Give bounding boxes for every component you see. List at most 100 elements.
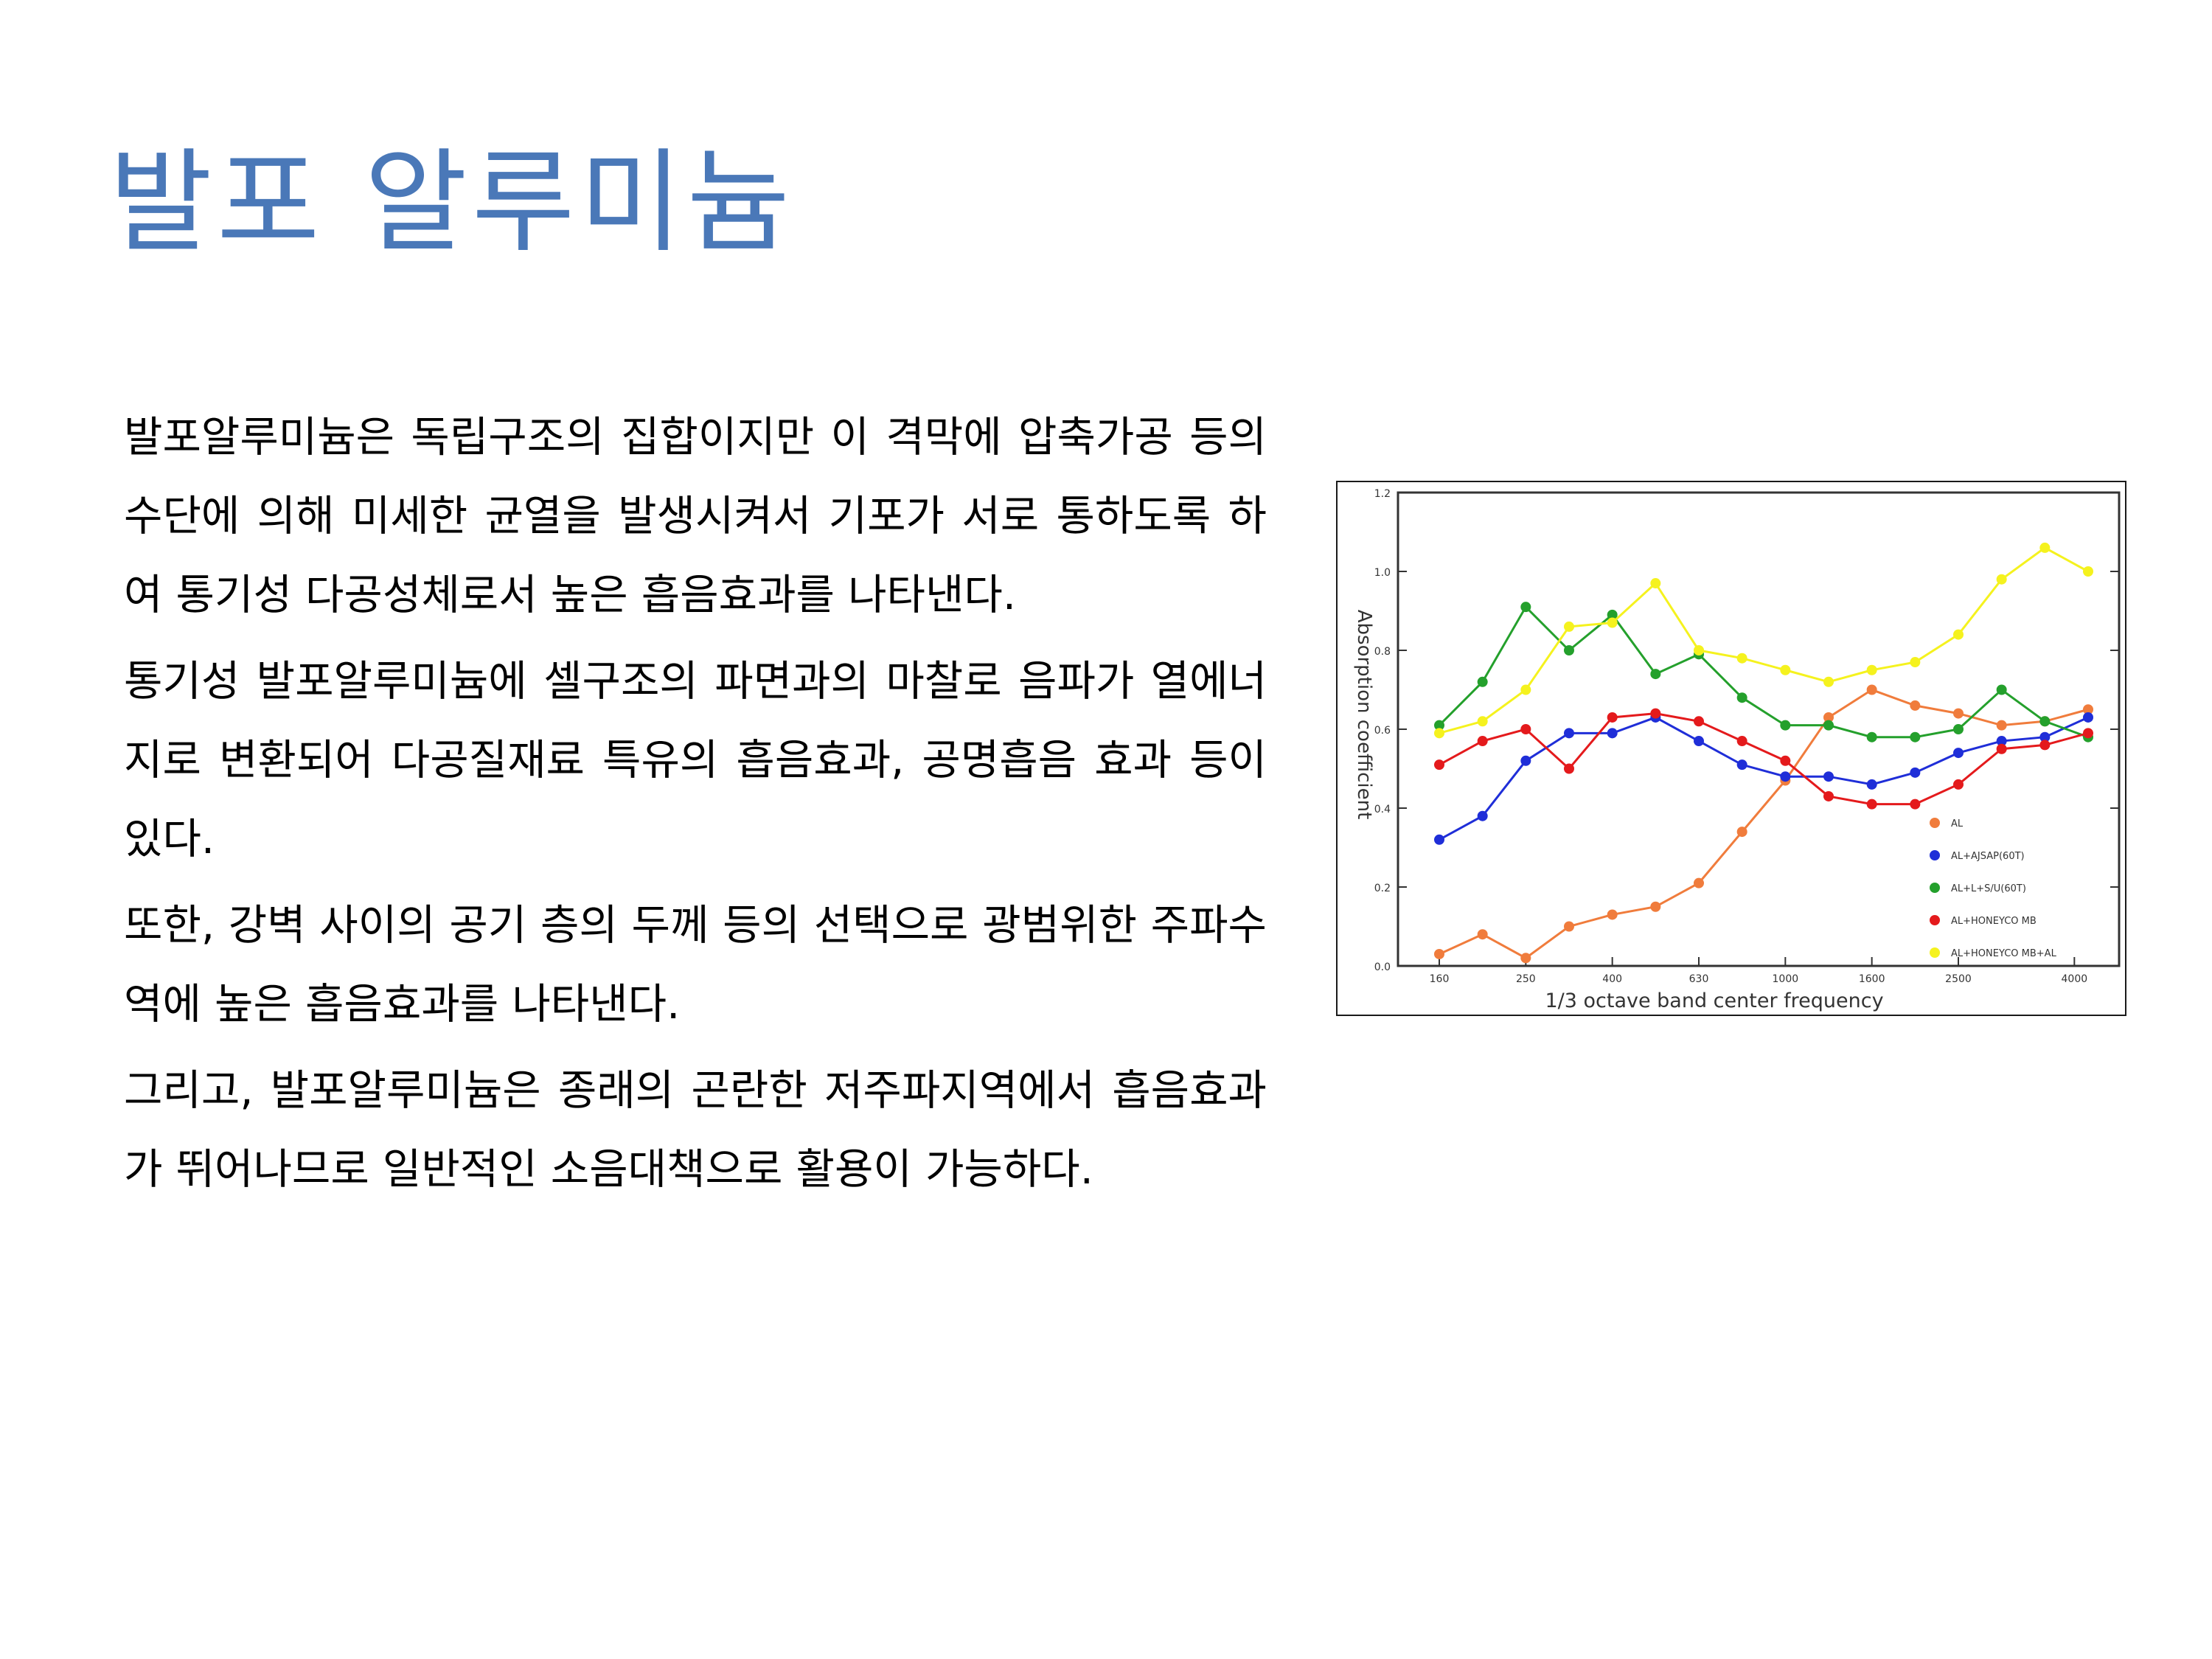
absorption-chart-figure: 0.0 0.2 0.4 0.6 0.8 1.0 1.2 160 250 400 630 1000 160… bbox=[1336, 481, 2126, 1016]
x-tick-label: 4000 bbox=[2062, 973, 2088, 985]
data-point bbox=[1823, 790, 1834, 801]
data-point bbox=[1477, 676, 1488, 687]
data-point bbox=[1866, 799, 1877, 810]
data-point bbox=[1736, 759, 1747, 771]
data-point bbox=[1564, 728, 1574, 739]
data-point bbox=[1996, 574, 2007, 585]
legend-label: AL+AJSAP(60T) bbox=[1951, 851, 2025, 862]
data-point bbox=[1520, 724, 1531, 734]
data-point bbox=[1953, 724, 1964, 734]
y-tick-label: 0.2 bbox=[1374, 883, 1391, 894]
x-tick-label: 1000 bbox=[1773, 973, 1799, 985]
data-point bbox=[1434, 948, 1444, 959]
data-point bbox=[1953, 629, 1964, 640]
data-point bbox=[1736, 736, 1747, 747]
data-point bbox=[1953, 708, 1964, 719]
data-point bbox=[2039, 731, 2051, 742]
data-point bbox=[2039, 542, 2051, 553]
data-point bbox=[1823, 771, 1834, 782]
data-point bbox=[1780, 720, 1791, 731]
data-point bbox=[1910, 657, 1921, 668]
x-tick-label: 160 bbox=[1430, 973, 1450, 985]
data-point bbox=[1564, 621, 1574, 632]
x-tick-label: 2500 bbox=[1945, 973, 1972, 985]
y-tick-label: 0.0 bbox=[1374, 961, 1391, 973]
data-point bbox=[1520, 953, 1531, 964]
y-tick-label: 0.8 bbox=[1374, 646, 1391, 658]
data-point bbox=[1607, 617, 1618, 628]
legend-label: AL+HONEYCO MB bbox=[1951, 916, 2037, 927]
page-title: 발포 알루미늄 bbox=[109, 137, 795, 268]
data-point bbox=[1477, 716, 1488, 727]
data-point bbox=[1694, 716, 1704, 727]
x-axis-label: 1/3 octave band center frequency bbox=[1545, 990, 1883, 1012]
legend-marker bbox=[1930, 883, 1940, 893]
plot-frame bbox=[1397, 491, 2121, 967]
paragraph: 통기성 발포알루미늄에 셀구조의 파면과의 마찰로 음파가 열에너지로 변환되어… bbox=[124, 657, 1267, 863]
data-point bbox=[1434, 759, 1444, 771]
data-point bbox=[1694, 645, 1704, 655]
data-point bbox=[1996, 684, 2007, 695]
data-point bbox=[1866, 731, 1877, 742]
data-point bbox=[1780, 771, 1791, 782]
data-point bbox=[1910, 767, 1921, 778]
data-point bbox=[2083, 566, 2093, 577]
data-point bbox=[1434, 728, 1444, 739]
body-text: 발포알루미늄은 독립구조의 집합이지만 이 격막에 압축가공 등의 수단에 의해… bbox=[124, 398, 1267, 1217]
data-point bbox=[1650, 901, 1661, 912]
x-tick-label: 250 bbox=[1516, 973, 1536, 985]
data-point bbox=[2083, 712, 2093, 723]
data-point bbox=[1477, 929, 1488, 940]
legend-marker bbox=[1930, 850, 1940, 860]
data-point bbox=[1910, 799, 1921, 810]
series-line bbox=[1439, 712, 2089, 806]
absorption-chart: 0.0 0.2 0.4 0.6 0.8 1.0 1.2 160 250 400 630 1000 160… bbox=[1353, 488, 2121, 1012]
data-point bbox=[1607, 712, 1618, 723]
data-point bbox=[1780, 755, 1791, 766]
data-point bbox=[1910, 700, 1921, 711]
data-point bbox=[1866, 779, 1877, 790]
data-point bbox=[1823, 676, 1834, 687]
data-point bbox=[1477, 736, 1488, 747]
data-point bbox=[1520, 755, 1531, 766]
data-point bbox=[1694, 877, 1704, 888]
x-tick-label: 1600 bbox=[1859, 973, 1885, 985]
legend-label: AL+L+S/U(60T) bbox=[1951, 883, 2026, 894]
data-point bbox=[1736, 653, 1747, 664]
legend-label: AL+HONEYCO MB+AL bbox=[1951, 948, 2057, 959]
data-point bbox=[1477, 810, 1488, 821]
data-point bbox=[1780, 664, 1791, 675]
data-point bbox=[1996, 720, 2007, 731]
data-point bbox=[1607, 728, 1618, 739]
data-point bbox=[1650, 708, 1661, 719]
legend-marker bbox=[1930, 947, 1940, 958]
legend-label: AL bbox=[1951, 818, 1964, 830]
data-point bbox=[1564, 921, 1574, 932]
data-point bbox=[1650, 578, 1661, 589]
data-point bbox=[1953, 779, 1964, 790]
data-point bbox=[1607, 609, 1618, 620]
data-point bbox=[1866, 664, 1877, 675]
data-point bbox=[1823, 720, 1834, 731]
x-tick-label: 630 bbox=[1689, 973, 1709, 985]
y-axis-label: Absorption coefficient bbox=[1353, 610, 1375, 820]
data-point bbox=[2083, 728, 2093, 739]
data-point bbox=[2039, 740, 2051, 751]
data-point bbox=[1564, 763, 1574, 774]
data-point bbox=[1823, 712, 1834, 723]
data-point bbox=[2039, 716, 2051, 727]
legend-marker bbox=[1930, 818, 1940, 828]
data-point bbox=[1694, 736, 1704, 747]
y-tick-label: 0.4 bbox=[1374, 804, 1391, 815]
data-point bbox=[1650, 669, 1661, 680]
data-point bbox=[1736, 827, 1747, 838]
data-point bbox=[1520, 684, 1531, 695]
paragraph: 발포알루미늄은 독립구조의 집합이지만 이 격막에 압축가공 등의 수단에 의해… bbox=[124, 413, 1267, 619]
data-point bbox=[1996, 736, 2007, 747]
y-tick-label: 0.6 bbox=[1374, 725, 1391, 737]
x-tick-label: 400 bbox=[1602, 973, 1622, 985]
data-point bbox=[1434, 720, 1444, 731]
series-line bbox=[1439, 688, 2089, 960]
legend-marker bbox=[1930, 915, 1940, 925]
series-line bbox=[1439, 716, 2089, 841]
